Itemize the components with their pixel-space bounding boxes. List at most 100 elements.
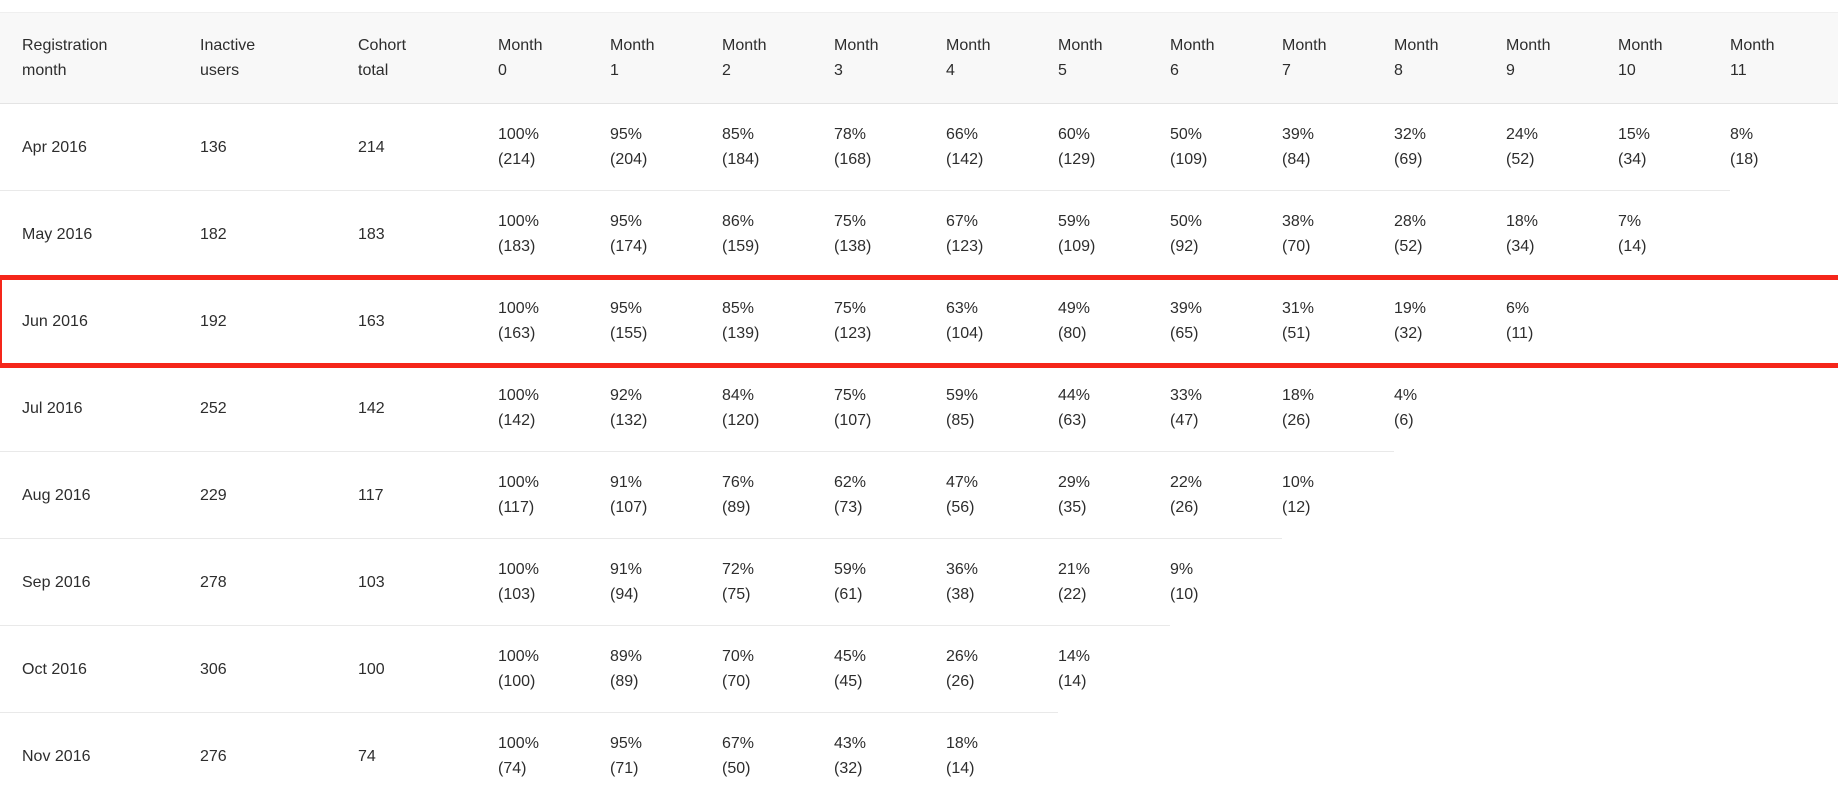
retention-cell-month-10: 15% (34) bbox=[1618, 104, 1730, 191]
retention-pct: 18% bbox=[1506, 213, 1539, 230]
retention-cell-month-2: 84% (120) bbox=[722, 364, 834, 452]
retention-pct: 86% bbox=[722, 213, 755, 230]
retention-pct: 100% bbox=[498, 387, 539, 404]
col-month-5: Month 5 bbox=[1058, 12, 1170, 104]
retention-cell-month-1: 92% (132) bbox=[610, 364, 722, 452]
col-month-9: Month 9 bbox=[1506, 12, 1618, 104]
retention-cell-month-4: 59% (85) bbox=[946, 364, 1058, 452]
retention-pct: 89% bbox=[610, 648, 643, 665]
retention-cell-month-8: 4% (6) bbox=[1394, 364, 1506, 452]
retention-cell-month-1: 95% (204) bbox=[610, 104, 722, 191]
empty-cell bbox=[1618, 365, 1730, 452]
retention-cell-month-8: 28% (52) bbox=[1394, 190, 1506, 278]
retention-pct: 78% bbox=[834, 126, 867, 143]
retention-count: (52) bbox=[1394, 238, 1423, 255]
table-row: Apr 2016 136 214 100% (214) 95% (204) 85% (184) 7… bbox=[0, 104, 1838, 191]
col-month-7: Month 7 bbox=[1282, 12, 1394, 104]
retention-count: (159) bbox=[722, 238, 760, 255]
empty-cell bbox=[1618, 278, 1730, 365]
retention-pct: 95% bbox=[610, 735, 643, 752]
table-row: Aug 2016 229 117 100% (117) 91% (107) 76% (89) 62… bbox=[0, 451, 1838, 539]
empty-cell bbox=[1394, 452, 1506, 539]
cohort-total-cell: 183 bbox=[358, 190, 498, 278]
retention-cell-month-2: 85% (184) bbox=[722, 104, 834, 191]
retention-count: (138) bbox=[834, 238, 872, 255]
retention-cell-month-7: 18% (26) bbox=[1282, 364, 1394, 452]
retention-count: (80) bbox=[1058, 325, 1087, 342]
retention-count: (14) bbox=[1058, 673, 1087, 691]
retention-count: (103) bbox=[498, 586, 536, 603]
retention-count: (142) bbox=[946, 151, 984, 168]
registration-month-cell: Jun 2016 bbox=[0, 277, 200, 365]
retention-pct: 76% bbox=[722, 474, 755, 491]
empty-cell bbox=[1618, 452, 1730, 539]
col-month-0-line1: Month bbox=[498, 37, 543, 54]
retention-count: (26) bbox=[1282, 412, 1311, 429]
col-month-2-line1: Month bbox=[722, 37, 767, 54]
retention-pct: 10% bbox=[1282, 474, 1315, 492]
header-row: Registration month Inactive users Cohort tota… bbox=[0, 12, 1838, 104]
retention-cell-month-7: 31% (51) bbox=[1282, 277, 1394, 365]
empty-cell bbox=[1394, 539, 1506, 626]
table-row: Sep 2016 278 103 100% (103) 91% (94) 72% (75) 59%… bbox=[0, 538, 1838, 626]
col-month-9-line2: 9 bbox=[1506, 62, 1515, 79]
retention-count: (174) bbox=[610, 238, 648, 255]
empty-cell bbox=[1506, 452, 1618, 539]
empty-cell bbox=[1394, 713, 1506, 800]
retention-count: (109) bbox=[1170, 151, 1208, 168]
retention-count: (85) bbox=[946, 412, 975, 429]
retention-count: (47) bbox=[1170, 412, 1199, 429]
retention-cell-month-4: 36% (38) bbox=[946, 538, 1058, 626]
inactive-users-cell: 306 bbox=[200, 625, 358, 713]
retention-count: (63) bbox=[1058, 412, 1087, 429]
col-month-3: Month 3 bbox=[834, 12, 946, 104]
empty-cell bbox=[1618, 713, 1730, 800]
retention-cell-month-1: 95% (174) bbox=[610, 190, 722, 278]
retention-pct: 59% bbox=[834, 561, 867, 578]
retention-pct: 66% bbox=[946, 126, 979, 143]
retention-cell-month-0: 100% (74) bbox=[498, 712, 610, 799]
retention-cell-month-4: 47% (56) bbox=[946, 451, 1058, 539]
col-month-11-line1: Month bbox=[1730, 37, 1775, 54]
retention-cell-month-6: 50% (109) bbox=[1170, 104, 1282, 191]
col-cohort-total-line1: Cohort bbox=[358, 37, 407, 54]
retention-pct: 38% bbox=[1282, 213, 1315, 230]
col-cohort-total: Cohort total bbox=[358, 12, 498, 104]
retention-cell-month-3: 75% (123) bbox=[834, 277, 946, 365]
retention-cell-month-4: 63% (104) bbox=[946, 277, 1058, 365]
retention-pct: 92% bbox=[610, 387, 643, 404]
cohort-total-cell: 103 bbox=[358, 538, 498, 626]
inactive-users-cell: 229 bbox=[200, 451, 358, 539]
retention-count: (183) bbox=[498, 238, 536, 255]
empty-cell bbox=[1730, 452, 1838, 539]
retention-cell-month-3: 45% (45) bbox=[834, 625, 946, 713]
retention-count: (45) bbox=[834, 673, 863, 690]
retention-cell-month-7: 39% (84) bbox=[1282, 104, 1394, 191]
retention-count: (73) bbox=[834, 499, 863, 516]
retention-cell-month-0: 100% (100) bbox=[498, 625, 610, 713]
col-registration-month-line1: Registration bbox=[22, 37, 108, 54]
retention-pct: 26% bbox=[946, 648, 979, 665]
table-row: Nov 2016 276 74 100% (74) 95% (71) 67% (50) 43% (3… bbox=[0, 712, 1838, 800]
retention-cell-month-0: 100% (117) bbox=[498, 451, 610, 539]
retention-cell-month-0: 100% (163) bbox=[498, 277, 610, 365]
retention-pct: 67% bbox=[722, 735, 755, 752]
empty-cell bbox=[1506, 713, 1618, 800]
retention-cell-month-3: 78% (168) bbox=[834, 104, 946, 191]
retention-pct: 14% bbox=[1058, 648, 1091, 666]
retention-pct: 91% bbox=[610, 474, 643, 491]
retention-cell-month-8: 19% (32) bbox=[1394, 277, 1506, 365]
registration-month-cell: Sep 2016 bbox=[0, 538, 200, 626]
retention-cell-month-5: 60% (129) bbox=[1058, 104, 1170, 191]
retention-pct: 50% bbox=[1170, 126, 1203, 143]
retention-cell-month-5: 21% (22) bbox=[1058, 538, 1170, 626]
retention-count: (74) bbox=[498, 760, 527, 777]
col-month-1: Month 1 bbox=[610, 12, 722, 104]
table-row: May 2016 182 183 100% (183) 95% (174) 86% (159) 7… bbox=[0, 190, 1838, 278]
retention-count: (56) bbox=[946, 499, 975, 516]
retention-count: (92) bbox=[1170, 238, 1199, 255]
retention-pct: 91% bbox=[610, 561, 643, 578]
retention-pct: 24% bbox=[1506, 126, 1539, 143]
col-month-0: Month 0 bbox=[498, 12, 610, 104]
